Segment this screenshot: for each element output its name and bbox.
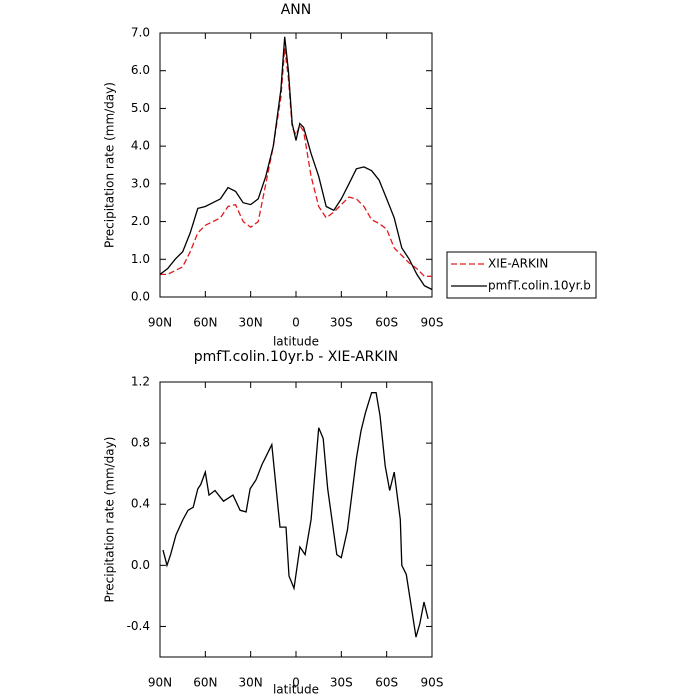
- x-tick-label: 60S: [375, 316, 398, 330]
- chart-title: pmfT.colin.10yr.b - XIE-ARKIN: [194, 349, 398, 365]
- x-tick-label: 30S: [330, 676, 353, 690]
- x-tick-label: 60N: [193, 316, 217, 330]
- y-tick-label: 0.0: [131, 290, 150, 304]
- plot-frame: [159, 32, 433, 298]
- legend-label: XIE-ARKIN: [488, 257, 548, 271]
- data-line: [162, 392, 429, 638]
- y-tick-label: 4.0: [131, 139, 150, 153]
- x-tick-label: 90N: [148, 316, 172, 330]
- chart-title: ANN: [281, 2, 312, 18]
- y-axis-label: Precipitation rate (mm/day): [103, 437, 117, 603]
- plot-frame: [159, 381, 433, 658]
- y-tick-label: 0.0: [131, 558, 150, 572]
- y-tick-label: 1.0: [131, 252, 150, 266]
- x-tick-label: 30S: [330, 316, 353, 330]
- x-tick-label: 0: [292, 316, 300, 330]
- y-tick-label: 2.0: [131, 214, 150, 228]
- x-tick-label: 60S: [375, 676, 398, 690]
- x-tick-label: 0: [292, 676, 300, 690]
- y-axis-label: Precipitation rate (mm/day): [103, 82, 117, 248]
- y-tick-label: 0.8: [131, 436, 150, 450]
- x-tick-label: 30N: [239, 676, 263, 690]
- y-tick-label: 3.0: [131, 176, 150, 190]
- x-axis-label: latitude: [273, 335, 319, 349]
- y-tick-label: 5.0: [131, 101, 150, 115]
- data-line: [159, 36, 433, 291]
- x-tick-label: 90N: [148, 676, 172, 690]
- y-tick-label: 6.0: [131, 63, 150, 77]
- x-tick-label: 90S: [421, 676, 444, 690]
- legend-label: pmfT.colin.10yr.b: [488, 279, 591, 293]
- legend-box: [446, 251, 597, 299]
- x-tick-label: 60N: [193, 676, 217, 690]
- y-tick-label: -0.4: [127, 619, 150, 633]
- x-axis-label: latitude: [273, 683, 319, 697]
- x-tick-label: 30N: [239, 316, 263, 330]
- y-tick-label: 0.4: [131, 497, 150, 511]
- data-line: [160, 48, 432, 277]
- y-tick-label: 1.2: [131, 375, 150, 389]
- y-tick-label: 7.0: [131, 26, 150, 40]
- x-tick-label: 90S: [421, 316, 444, 330]
